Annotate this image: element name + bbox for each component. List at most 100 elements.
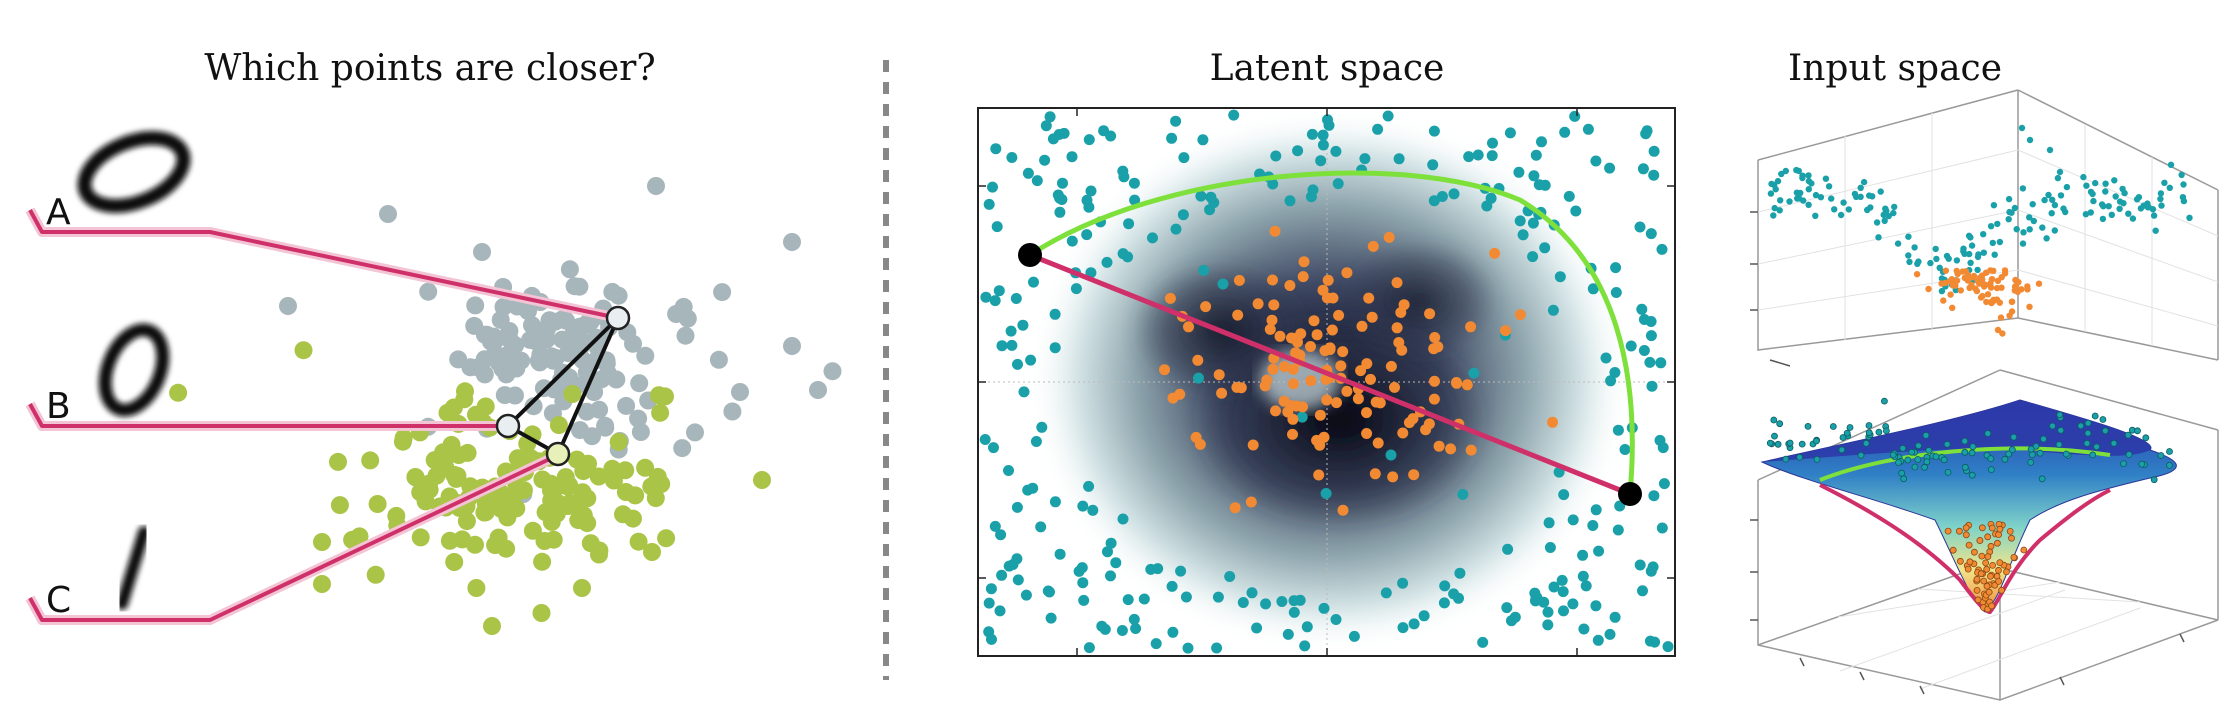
teal-point xyxy=(1619,444,1631,455)
teal-point xyxy=(1288,595,1300,607)
teal-point xyxy=(2144,200,2151,207)
orange-point xyxy=(1397,427,1409,439)
teal-point xyxy=(1556,574,1568,586)
orange-point xyxy=(1174,388,1186,400)
orange-point xyxy=(1321,394,1333,406)
orange-point xyxy=(1461,379,1473,391)
teal-point xyxy=(2005,195,2013,203)
teal-point xyxy=(1889,451,1897,459)
teal-point xyxy=(1994,220,2001,228)
green-point xyxy=(313,575,331,593)
teal-point xyxy=(1408,618,1420,630)
orange-point xyxy=(1976,537,1984,544)
teal-point xyxy=(1911,463,1919,471)
teal-point xyxy=(2098,201,2106,208)
teal-point xyxy=(1662,641,1674,653)
teal-point xyxy=(1292,145,1304,157)
teal-point xyxy=(1205,191,1217,203)
teal-point xyxy=(2019,240,2027,247)
orange-point xyxy=(1274,330,1286,342)
teal-point xyxy=(1634,559,1646,571)
teal-point xyxy=(1770,416,1778,424)
teal-point xyxy=(1777,197,1784,204)
gray-point xyxy=(676,326,695,345)
teal-point xyxy=(1260,598,1272,610)
orange-point xyxy=(1974,596,1982,604)
teal-point xyxy=(1020,589,1032,601)
orange-point xyxy=(1988,276,1996,283)
orange-point xyxy=(1988,602,1995,610)
green-point xyxy=(406,468,425,486)
teal-point xyxy=(1865,429,1873,437)
teal-point xyxy=(1170,115,1182,127)
teal-point xyxy=(1610,262,1622,274)
teal-point xyxy=(1968,449,1976,457)
orange-point xyxy=(1278,361,1290,373)
orange-point xyxy=(1964,271,1972,278)
teal-point xyxy=(2056,168,2064,176)
gray-point xyxy=(809,381,827,399)
teal-point xyxy=(1817,194,1825,201)
teal-point xyxy=(1875,428,1883,436)
teal-point xyxy=(2089,451,2097,459)
teal-point xyxy=(1845,206,1853,213)
teal-point xyxy=(1648,145,1660,157)
teal-point xyxy=(1881,217,1888,224)
teal-point xyxy=(1128,613,1140,625)
orange-point xyxy=(1395,307,1407,318)
teal-point xyxy=(1604,628,1616,640)
orange-point xyxy=(2026,303,2033,310)
teal-point xyxy=(1022,167,1034,179)
orange-point xyxy=(1391,322,1403,334)
green-point xyxy=(651,403,670,422)
orange-point xyxy=(2010,554,2018,561)
green-point xyxy=(329,452,347,471)
orange-point xyxy=(1944,527,1952,535)
teal-point xyxy=(1077,500,1089,512)
orange-point xyxy=(1942,267,1950,274)
green-point xyxy=(563,385,582,403)
orange-point xyxy=(2008,308,2016,315)
teal-point xyxy=(1658,478,1670,490)
green-point xyxy=(636,458,655,477)
orange-point xyxy=(1433,440,1445,452)
teal-point xyxy=(1911,244,1918,251)
teal-point xyxy=(1040,120,1052,132)
teal-point xyxy=(1966,250,1973,258)
orange-point xyxy=(1988,524,1996,532)
teal-point xyxy=(2178,171,2185,179)
teal-point xyxy=(1031,175,1043,187)
teal-point xyxy=(1604,162,1616,174)
teal-point xyxy=(2082,211,2090,218)
teal-point xyxy=(1975,251,1982,258)
teal-point xyxy=(1774,440,1782,448)
teal-point xyxy=(1771,204,1778,212)
orange-point xyxy=(1998,586,2005,594)
teal-point xyxy=(1193,372,1204,384)
teal-point xyxy=(1812,212,1819,219)
green-point xyxy=(411,528,430,547)
teal-point xyxy=(1385,449,1397,461)
digit-c-image xyxy=(116,526,150,610)
green-point xyxy=(652,475,671,493)
orange-point xyxy=(1366,311,1378,323)
teal-point xyxy=(1846,424,1854,431)
gray-point xyxy=(686,423,704,442)
teal-point xyxy=(1961,437,1969,445)
teal-point xyxy=(2056,411,2064,419)
teal-point xyxy=(2036,449,2044,457)
gray-point xyxy=(465,316,484,335)
teal-point xyxy=(1380,587,1392,599)
teal-point xyxy=(2137,205,2145,212)
teal-point xyxy=(1933,255,1940,263)
teal-point xyxy=(2040,435,2047,443)
teal-point xyxy=(993,285,1005,297)
gray-point xyxy=(630,374,649,393)
middle-panel-title: Latent space xyxy=(1210,48,1445,89)
surface-teal-points xyxy=(1766,397,2173,484)
orange-point xyxy=(1962,531,1970,539)
teal-point xyxy=(1102,546,1113,558)
teal-point xyxy=(1649,636,1661,648)
gray-point xyxy=(537,330,556,349)
